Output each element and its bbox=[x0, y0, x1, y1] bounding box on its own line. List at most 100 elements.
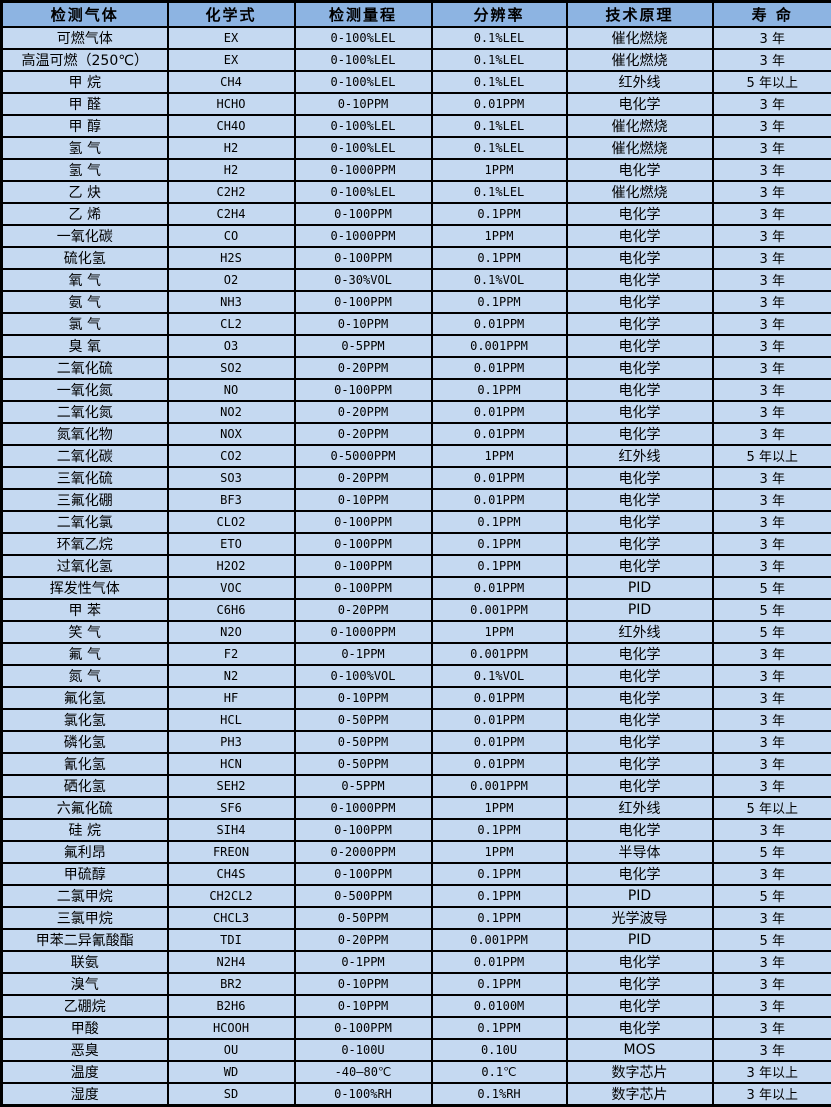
resolution-cell: 0.1%LEL bbox=[432, 115, 567, 137]
lifespan-cell: 3 年 bbox=[713, 27, 831, 49]
header-row: 检测气体 化学式 检测量程 分辨率 技术原理 寿 命 bbox=[2, 2, 831, 27]
formula-cell: SO3 bbox=[168, 467, 295, 489]
gas-name-cell: 氢 气 bbox=[2, 137, 168, 159]
gas-name-cell: 硫化氢 bbox=[2, 247, 168, 269]
principle-cell: 电化学 bbox=[567, 731, 713, 753]
resolution-cell: 0.001PPM bbox=[432, 599, 567, 621]
lifespan-cell: 5 年 bbox=[713, 929, 831, 951]
lifespan-cell: 3 年 bbox=[713, 973, 831, 995]
lifespan-cell: 3 年 bbox=[713, 555, 831, 577]
principle-cell: 电化学 bbox=[567, 313, 713, 335]
formula-cell: N2H4 bbox=[168, 951, 295, 973]
resolution-cell: 0.0100M bbox=[432, 995, 567, 1017]
range-cell: 0-1000PPM bbox=[295, 797, 432, 819]
formula-cell: OU bbox=[168, 1039, 295, 1061]
principle-cell: 电化学 bbox=[567, 357, 713, 379]
principle-cell: 数字芯片 bbox=[567, 1083, 713, 1106]
lifespan-cell: 5 年以上 bbox=[713, 445, 831, 467]
principle-cell: 催化燃烧 bbox=[567, 27, 713, 49]
resolution-cell: 1PPM bbox=[432, 159, 567, 181]
formula-cell: CH4O bbox=[168, 115, 295, 137]
principle-cell: 数字芯片 bbox=[567, 1061, 713, 1083]
principle-cell: 电化学 bbox=[567, 511, 713, 533]
gas-name-cell: 挥发性气体 bbox=[2, 577, 168, 599]
resolution-cell: 0.1PPM bbox=[432, 379, 567, 401]
resolution-cell: 0.001PPM bbox=[432, 929, 567, 951]
range-cell: 0-5000PPM bbox=[295, 445, 432, 467]
gas-name-cell: 三氯甲烷 bbox=[2, 907, 168, 929]
resolution-cell: 0.001PPM bbox=[432, 335, 567, 357]
range-cell: 0-20PPM bbox=[295, 357, 432, 379]
lifespan-cell: 5 年 bbox=[713, 841, 831, 863]
resolution-cell: 0.1PPM bbox=[432, 863, 567, 885]
gas-name-cell: 二氧化氮 bbox=[2, 401, 168, 423]
resolution-cell: 0.1%LEL bbox=[432, 71, 567, 93]
gas-name-cell: 氟 气 bbox=[2, 643, 168, 665]
gas-name-cell: 甲 醇 bbox=[2, 115, 168, 137]
resolution-cell: 0.1PPM bbox=[432, 555, 567, 577]
resolution-cell: 0.01PPM bbox=[432, 687, 567, 709]
resolution-cell: 0.01PPM bbox=[432, 401, 567, 423]
gas-name-cell: 二氧化氯 bbox=[2, 511, 168, 533]
range-cell: -40—80℃ bbox=[295, 1061, 432, 1083]
range-cell: 0-100%RH bbox=[295, 1083, 432, 1106]
gas-name-cell: 氧 气 bbox=[2, 269, 168, 291]
formula-cell: CHCL3 bbox=[168, 907, 295, 929]
range-cell: 0-100PPM bbox=[295, 819, 432, 841]
gas-name-cell: 一氧化碳 bbox=[2, 225, 168, 247]
range-cell: 0-100%LEL bbox=[295, 71, 432, 93]
range-cell: 0-100PPM bbox=[295, 379, 432, 401]
lifespan-cell: 3 年 bbox=[713, 643, 831, 665]
range-cell: 0-10PPM bbox=[295, 687, 432, 709]
range-cell: 0-10PPM bbox=[295, 995, 432, 1017]
principle-cell: 电化学 bbox=[567, 467, 713, 489]
formula-cell: N2O bbox=[168, 621, 295, 643]
range-cell: 0-100PPM bbox=[295, 533, 432, 555]
gas-name-cell: 湿度 bbox=[2, 1083, 168, 1106]
formula-cell: PH3 bbox=[168, 731, 295, 753]
resolution-cell: 1PPM bbox=[432, 841, 567, 863]
lifespan-cell: 3 年 bbox=[713, 489, 831, 511]
range-cell: 0-20PPM bbox=[295, 599, 432, 621]
gas-name-cell: 恶臭 bbox=[2, 1039, 168, 1061]
principle-cell: 电化学 bbox=[567, 269, 713, 291]
gas-name-cell: 可燃气体 bbox=[2, 27, 168, 49]
lifespan-cell: 5 年 bbox=[713, 577, 831, 599]
formula-cell: EX bbox=[168, 27, 295, 49]
resolution-cell: 0.1PPM bbox=[432, 907, 567, 929]
lifespan-cell: 3 年 bbox=[713, 93, 831, 115]
range-cell: 0-10PPM bbox=[295, 313, 432, 335]
formula-cell: TDI bbox=[168, 929, 295, 951]
range-cell: 0-100%LEL bbox=[295, 137, 432, 159]
lifespan-cell: 3 年 bbox=[713, 511, 831, 533]
resolution-cell: 0.1%LEL bbox=[432, 181, 567, 203]
principle-cell: 催化燃烧 bbox=[567, 181, 713, 203]
range-cell: 0-500PPM bbox=[295, 885, 432, 907]
gas-name-cell: 笑 气 bbox=[2, 621, 168, 643]
resolution-cell: 0.01PPM bbox=[432, 709, 567, 731]
formula-cell: O2 bbox=[168, 269, 295, 291]
gas-name-cell: 氮 气 bbox=[2, 665, 168, 687]
resolution-cell: 1PPM bbox=[432, 225, 567, 247]
formula-cell: H2O2 bbox=[168, 555, 295, 577]
